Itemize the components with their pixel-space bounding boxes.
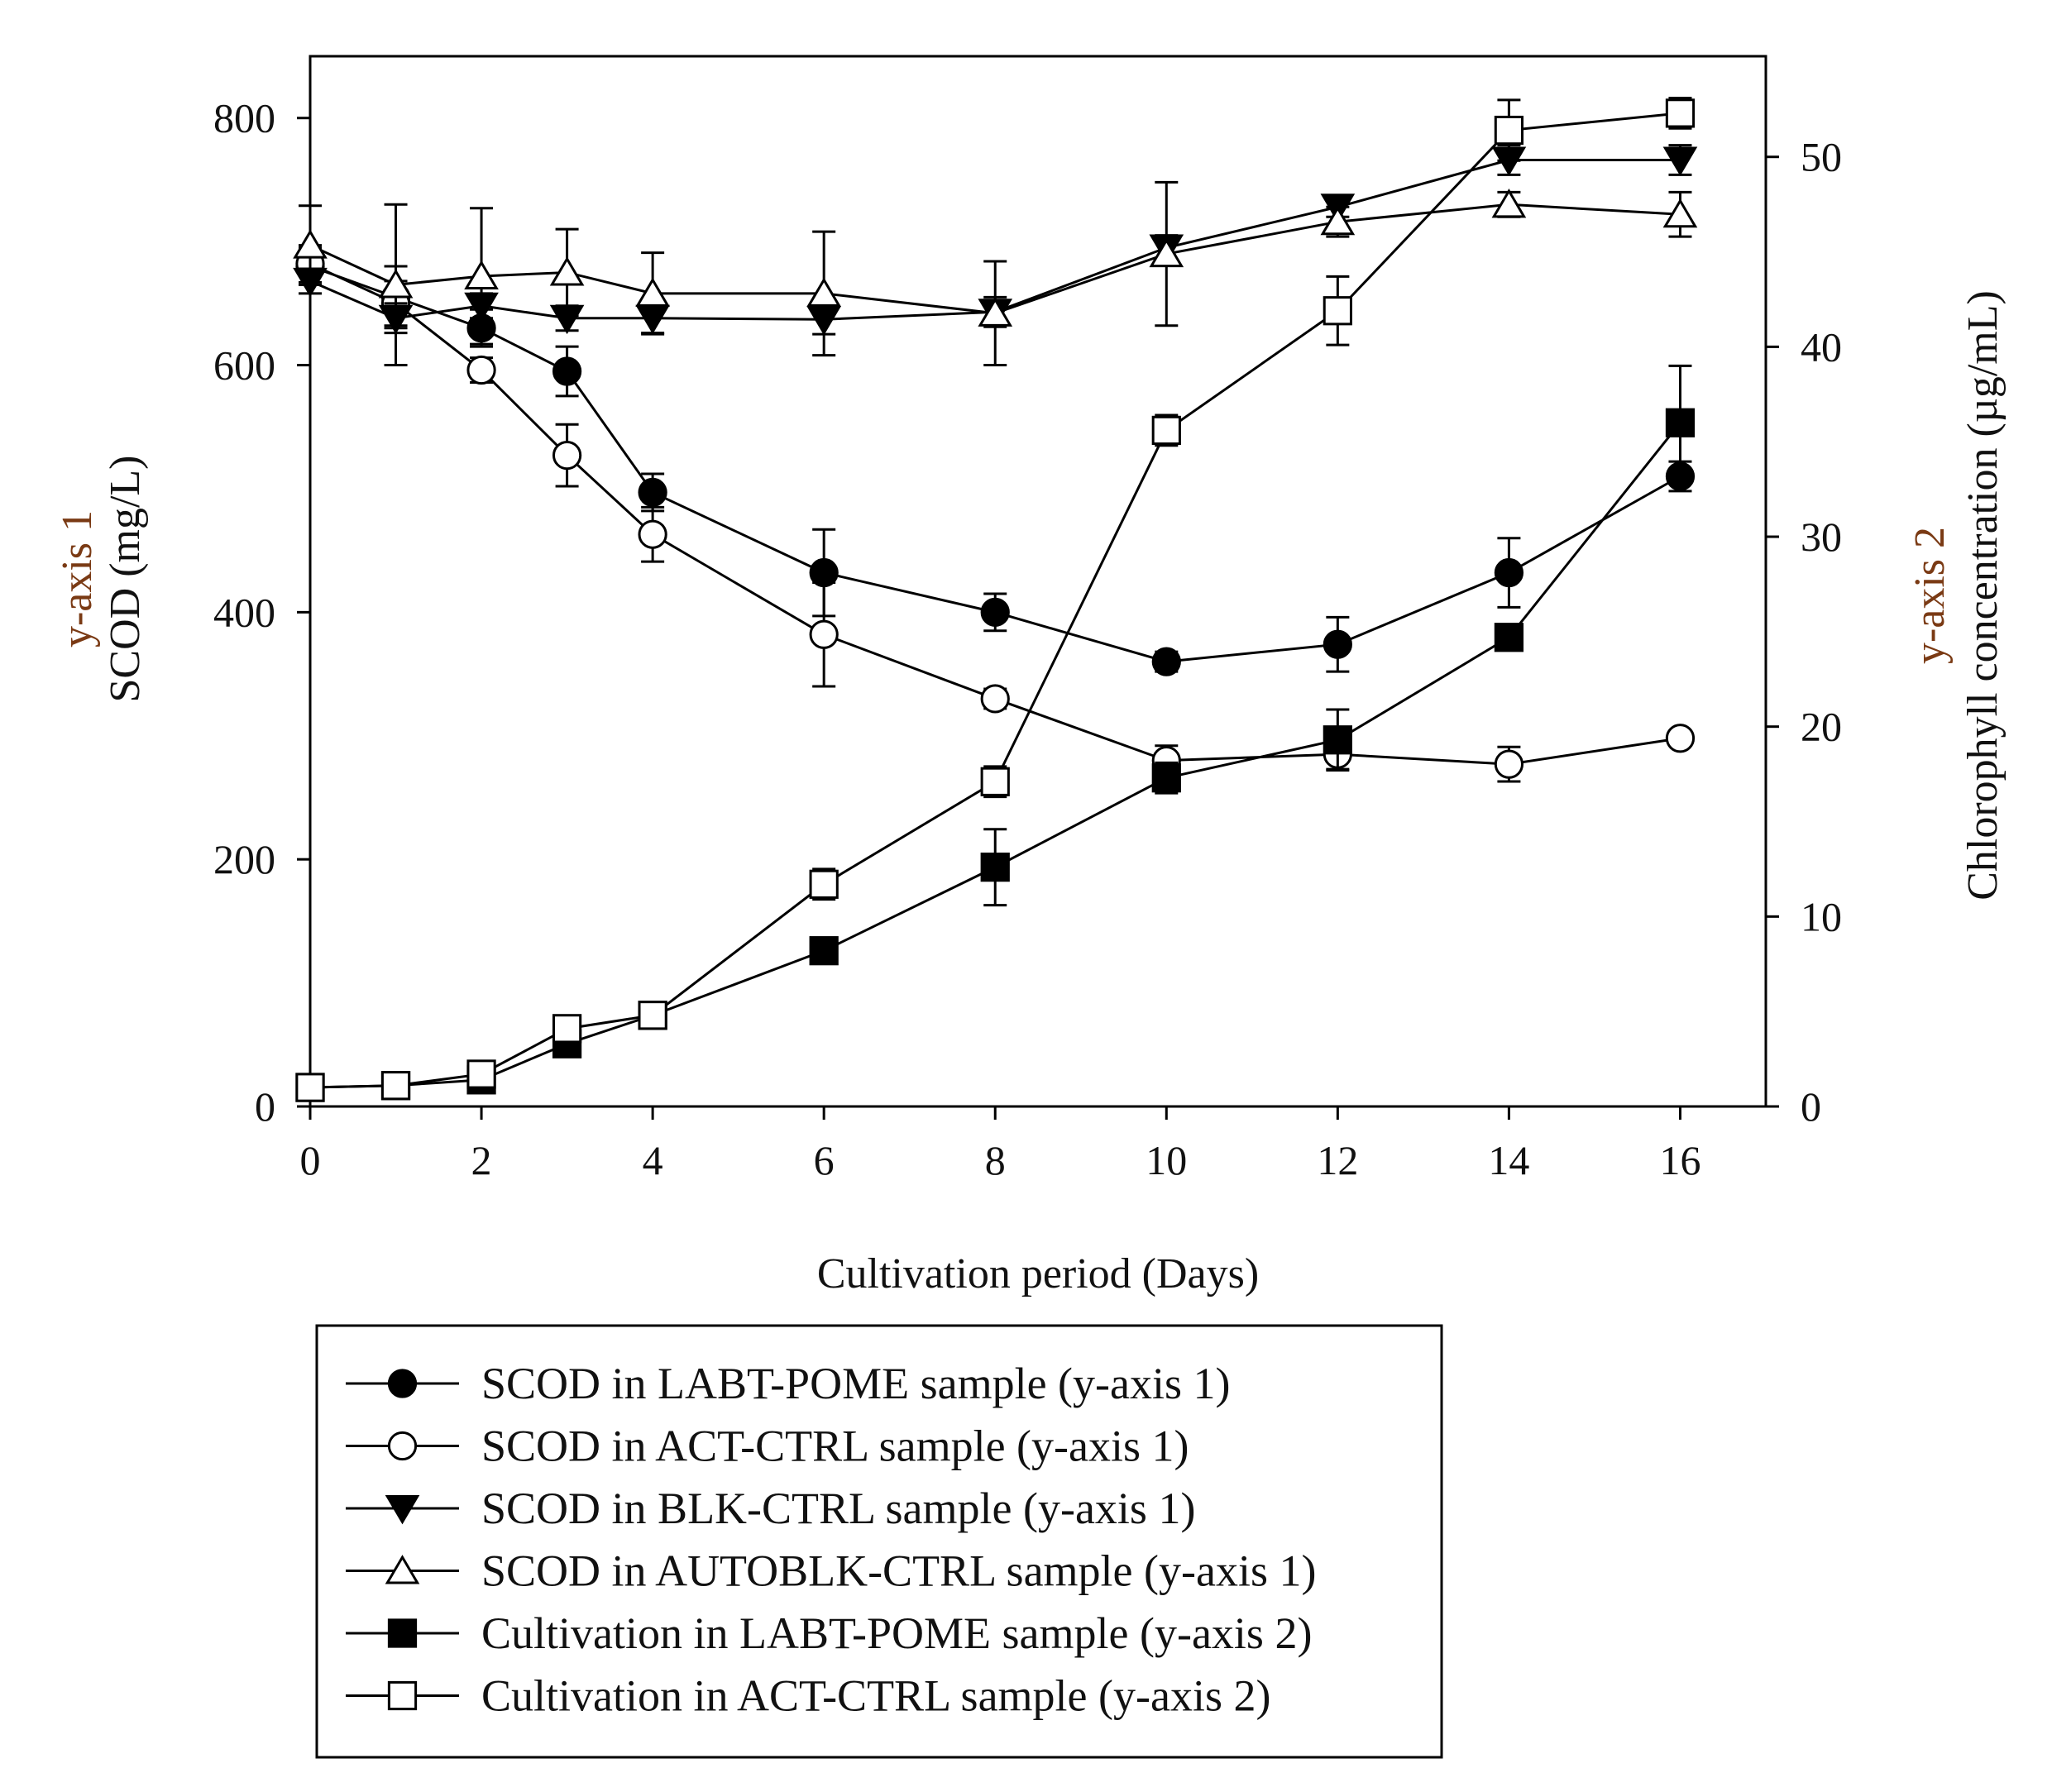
x-tick-label: 14: [1488, 1137, 1529, 1183]
data-point: [980, 767, 1010, 796]
y-axis-right-title-line1: y-axis 2: [1906, 527, 1954, 664]
legend-label: SCOD in AUTOBLK-CTRL sample (y-axis 1): [481, 1546, 1316, 1596]
data-point: [293, 229, 328, 259]
legend-item-1: SCOD in LABT-POME sample (y-axis 1): [346, 1359, 1230, 1408]
x-tick-label: 12: [1317, 1137, 1358, 1183]
data-point: [464, 260, 499, 290]
data-point: [638, 1001, 667, 1030]
axes-layer: 0 2 4 6 8 10 12 14 16 0 200 400 600 800 0 10 20 30 40 50: [213, 95, 1842, 1183]
data-point: [806, 277, 841, 307]
data-point: [1151, 763, 1181, 793]
legend-label: SCOD in ACT-CTRL sample (y-axis 1): [481, 1422, 1189, 1471]
x-tick-label: 0: [300, 1137, 321, 1183]
series-line: [309, 422, 1681, 1089]
y-axis-left-title-line2: SCOD (mg/L): [102, 456, 149, 703]
legend-label: SCOD in BLK-CTRL sample (y-axis 1): [481, 1484, 1195, 1533]
data-point: [1149, 237, 1184, 268]
data-point: [1320, 205, 1356, 236]
y-axis-left-title-line1: y-axis 1: [54, 510, 101, 648]
series-4: [293, 180, 1698, 367]
series-6: [295, 97, 1696, 1102]
data-point: [1665, 98, 1696, 128]
data-point: [466, 1059, 496, 1089]
data-point: [1151, 415, 1181, 446]
data-point: [295, 1073, 325, 1102]
data-point: [1151, 647, 1181, 676]
data-point: [1323, 296, 1352, 326]
y-right-tick-label: 0: [1801, 1083, 1821, 1130]
data-point: [552, 440, 582, 471]
x-tick-label: 4: [643, 1137, 663, 1183]
data-point: [1323, 725, 1352, 755]
legend-item-3: SCOD in BLK-CTRL sample (y-axis 1): [346, 1484, 1195, 1533]
data-point: [638, 477, 667, 508]
x-axis-title: Cultivation period (Days): [817, 1250, 1259, 1297]
x-tick-label: 8: [985, 1137, 1006, 1183]
data-point: [809, 619, 839, 649]
plot-frame: [309, 55, 1767, 1108]
data-point: [378, 269, 414, 299]
data-point: [1665, 408, 1696, 437]
y-left-tick-label: 0: [255, 1083, 275, 1130]
data-point: [638, 519, 667, 549]
legend-marker: [385, 1494, 420, 1525]
data-point: [980, 684, 1010, 714]
y-left-tick-label: 400: [213, 589, 275, 635]
data-point: [1494, 749, 1524, 779]
y-right-tick-label: 20: [1801, 704, 1842, 750]
data-point: [809, 869, 839, 899]
series-layer: [293, 97, 1698, 1102]
data-point: [635, 277, 670, 307]
legend-item-5: Cultivation in LABT-POME sample (y-axis …: [346, 1608, 1312, 1658]
data-point: [1323, 629, 1352, 659]
legend-marker: [385, 1555, 420, 1584]
y-right-tick-label: 30: [1801, 514, 1842, 560]
legend-label: Cultivation in LABT-POME sample (y-axis …: [481, 1608, 1312, 1658]
y-axis-right-title-line2: Chlorophyll concentration (µg/mL): [1959, 290, 2007, 901]
legend-marker: [387, 1369, 418, 1398]
data-point: [1662, 146, 1698, 176]
data-point: [466, 355, 496, 385]
data-point: [552, 1014, 582, 1044]
legend-item-2: SCOD in ACT-CTRL sample (y-axis 1): [346, 1422, 1189, 1471]
data-point: [1665, 724, 1696, 753]
legend-item-6: Cultivation in ACT-CTRL sample (y-axis 2…: [346, 1671, 1270, 1721]
legend-label: Cultivation in ACT-CTRL sample (y-axis 2…: [481, 1671, 1270, 1721]
data-point: [1494, 115, 1524, 146]
y-left-tick-label: 800: [213, 95, 275, 141]
data-point: [809, 936, 839, 966]
series-5: [295, 364, 1696, 1102]
legend: SCOD in LABT-POME sample (y-axis 1) SCOD …: [346, 1359, 1316, 1721]
legend-marker: [387, 1680, 418, 1711]
data-point: [1494, 623, 1524, 652]
legend-box: [315, 1324, 1443, 1759]
x-tick-label: 2: [471, 1137, 492, 1183]
data-point: [978, 297, 1013, 327]
data-point: [552, 356, 582, 386]
y-right-tick-label: 10: [1801, 893, 1842, 939]
y-right-tick-label: 40: [1801, 323, 1842, 370]
legend-marker: [387, 1431, 418, 1461]
x-tick-label: 6: [814, 1137, 835, 1183]
legend-marker: [387, 1618, 418, 1648]
legend-label: SCOD in LABT-POME sample (y-axis 1): [481, 1359, 1230, 1408]
x-tick-label: 16: [1659, 1137, 1700, 1183]
y-right-tick-label: 50: [1801, 134, 1842, 180]
y-axis-left-title: y-axis 1 SCOD (mg/L): [54, 456, 149, 703]
x-tick-label: 10: [1146, 1137, 1187, 1183]
data-point: [380, 1071, 411, 1101]
data-point: [1494, 557, 1524, 588]
data-point: [1662, 198, 1698, 228]
data-point: [980, 597, 1010, 627]
data-point: [1491, 188, 1527, 218]
data-point: [549, 256, 585, 286]
y-left-tick-label: 600: [213, 342, 275, 389]
data-point: [980, 853, 1010, 882]
y-axis-right-title: y-axis 2 Chlorophyll concentration (µg/m…: [1906, 290, 2007, 901]
y-left-tick-label: 200: [213, 836, 275, 882]
legend-item-4: SCOD in AUTOBLK-CTRL sample (y-axis 1): [346, 1546, 1316, 1596]
